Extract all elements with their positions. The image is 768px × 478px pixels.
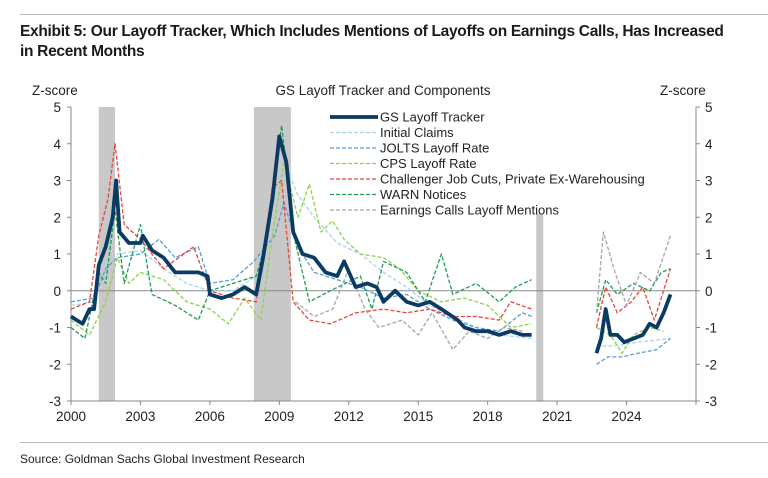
y-tick-label-left: -1	[49, 321, 61, 336]
x-tick-label: 2015	[403, 409, 433, 424]
y-tick-label-right: -3	[705, 394, 717, 409]
y-tick-label-left: 0	[53, 284, 61, 299]
x-tick-label: 2003	[125, 409, 155, 424]
y-tick-label-right: 4	[705, 137, 713, 152]
series-line-challenger-job-cuts-private-ex-warehousing	[70, 143, 672, 328]
recession-shade	[536, 213, 544, 401]
y-tick-label-right: 5	[705, 100, 713, 115]
y-label-right: Z-score	[660, 83, 706, 98]
legend-label: CPS Layoff Rate	[380, 156, 477, 171]
source-note: Source: Goldman Sachs Global Investment …	[20, 452, 305, 466]
x-tick-label: 2012	[334, 409, 364, 424]
x-tick-label: 2024	[612, 409, 643, 424]
series-line-cps-layoff-rate	[70, 161, 664, 354]
y-tick-label-left: -3	[49, 394, 61, 409]
y-tick-label-left: -2	[49, 357, 61, 372]
legend-label: Initial Claims	[380, 125, 454, 140]
bottom-divider	[20, 442, 768, 443]
chart-title: GS Layoff Tracker and Components	[275, 83, 490, 98]
legend-label: GS Layoff Tracker	[380, 110, 485, 125]
series-line-warn-notices	[70, 124, 671, 340]
y-tick-label-right: 2	[705, 210, 713, 225]
series-line-gs-layoff-tracker	[69, 134, 673, 354]
legend-label: WARN Notices	[380, 187, 467, 202]
x-tick-label: 2006	[195, 409, 225, 424]
y-tick-label-right: 0	[705, 284, 713, 299]
top-divider	[20, 14, 768, 15]
y-tick-label-left: 1	[53, 247, 61, 262]
y-label-left: Z-score	[32, 83, 78, 98]
y-tick-label-left: 3	[53, 174, 61, 189]
y-tick-label-right: 1	[705, 247, 713, 262]
y-tick-label-right: -2	[705, 357, 717, 372]
y-tick-label-left: 5	[53, 100, 61, 115]
legend-label: Challenger Job Cuts, Private Ex-Warehous…	[380, 172, 645, 187]
legend-label: Earnings Calls Layoff Mentions	[380, 203, 559, 218]
y-tick-label-right: -1	[705, 321, 717, 336]
y-tick-label-left: 2	[53, 210, 61, 225]
y-tick-label-left: 4	[53, 137, 61, 152]
series-line-earnings-calls-layoff-mentions	[295, 231, 672, 351]
x-tick-label: 2009	[264, 409, 294, 424]
x-tick-label: 2000	[56, 409, 86, 424]
legend-label: JOLTS Layoff Rate	[380, 141, 489, 156]
exhibit-title: Exhibit 5: Our Layoff Tracker, Which Inc…	[20, 23, 724, 60]
x-tick-label: 2021	[542, 409, 572, 424]
x-tick-label: 2018	[473, 409, 503, 424]
recession-shade	[98, 107, 115, 401]
y-tick-label-right: 3	[705, 174, 713, 189]
